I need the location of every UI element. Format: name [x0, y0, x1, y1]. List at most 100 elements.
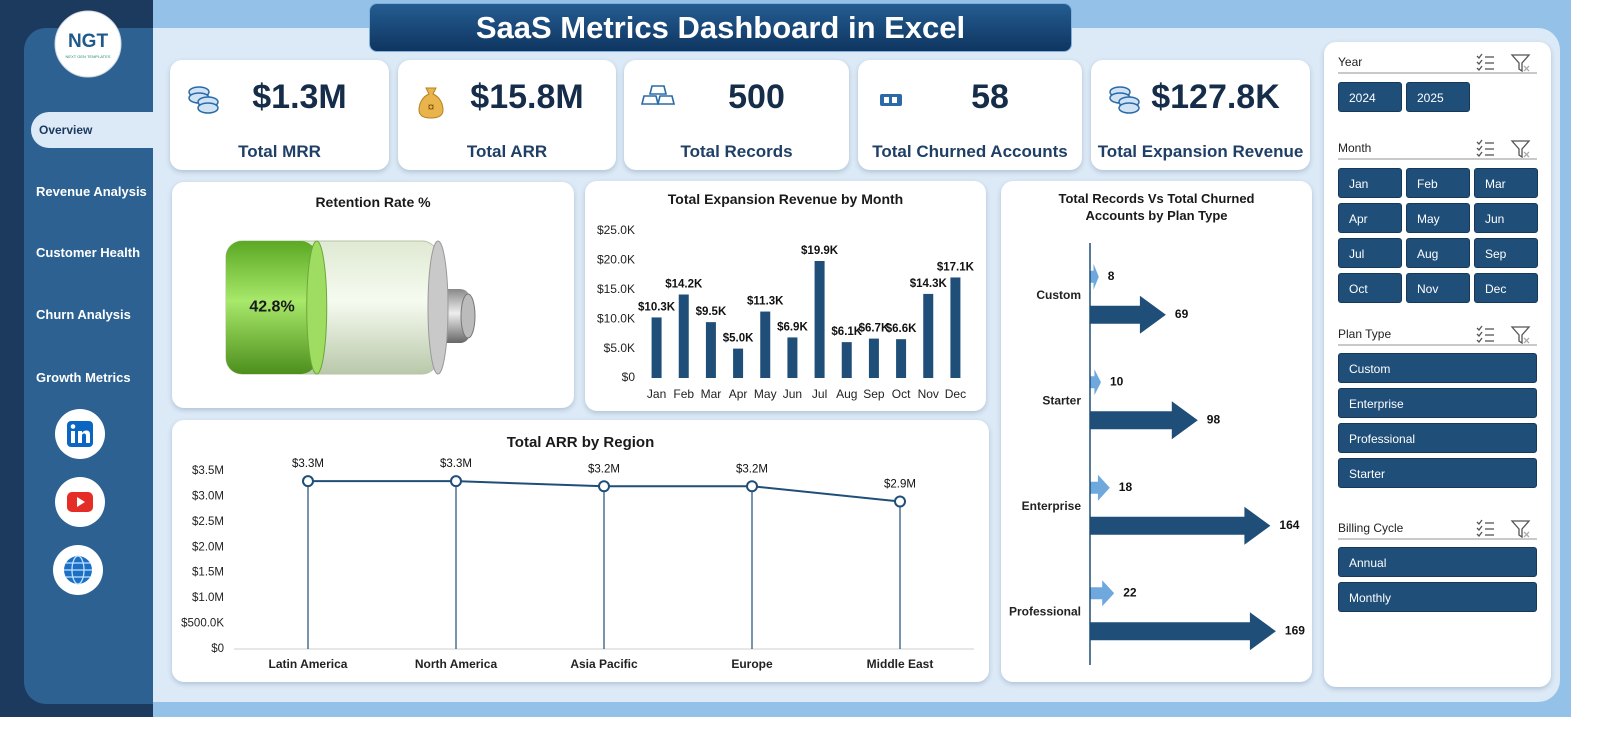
- x-tick-label: Nov: [918, 387, 939, 401]
- nav-item[interactable]: Revenue Analysis: [36, 184, 147, 199]
- slicer-icons: [1474, 518, 1534, 540]
- bar: [950, 277, 961, 378]
- kpi-label: Total Records: [680, 142, 793, 161]
- x-tick-label: Jun: [783, 387, 802, 401]
- x-tick-label: Apr: [729, 387, 748, 401]
- slicer-rule: [1338, 72, 1537, 74]
- svg-text:¤: ¤: [428, 100, 435, 114]
- data-label: $11.3K: [747, 296, 784, 308]
- kpi-label: Total MRR: [238, 142, 321, 161]
- x-tick-label: Jul: [812, 387, 827, 401]
- arrow-bar: [1090, 474, 1110, 501]
- kpi-value: $1.3M: [252, 78, 347, 116]
- point: [450, 475, 462, 488]
- nav-item[interactable]: Customer Health: [36, 245, 141, 260]
- data-label: $9.5K: [696, 306, 727, 318]
- youtube-icon[interactable]: [54, 476, 106, 528]
- kpi-icon: ¤: [418, 87, 444, 119]
- bar-chart: $0 $5.0K $10.0K $15.0K $20.0K $25.0K $10.3K Jan…: [597, 223, 975, 401]
- arrow-bar: [1090, 295, 1166, 334]
- data-label: $17.1K: [937, 261, 975, 273]
- x-tick-label: Middle East: [867, 657, 934, 671]
- point: [302, 475, 314, 488]
- nav-item[interactable]: Overview: [31, 112, 153, 148]
- data-label: $6.9K: [777, 321, 808, 333]
- kpi-value: 58: [971, 78, 1009, 116]
- slicer-button[interactable]: Monthly: [1338, 582, 1537, 612]
- slicer-button[interactable]: 2025: [1406, 82, 1470, 112]
- web-icon[interactable]: [52, 544, 104, 596]
- kpi-label: Total Expansion Revenue: [1097, 142, 1304, 161]
- data-label: $3.2M: [588, 463, 620, 475]
- slicer-button[interactable]: Sep: [1474, 238, 1538, 268]
- slicer-icons: [1474, 52, 1534, 74]
- x-tick-label: Mar: [701, 387, 722, 401]
- slicer-button[interactable]: Professional: [1338, 423, 1537, 453]
- y-tick-label: Custom: [1036, 288, 1081, 302]
- slicer-button[interactable]: Oct: [1338, 273, 1402, 303]
- kpi-card: $1.3M Total MRR: [170, 60, 389, 170]
- slicer-button[interactable]: Feb: [1406, 168, 1470, 198]
- slicer-title: Month: [1338, 141, 1372, 155]
- slicer-button[interactable]: Apr: [1338, 203, 1402, 233]
- data-label: $3.2M: [736, 463, 768, 475]
- chart-title: Total Records Vs Total Churned Accounts …: [1058, 191, 1255, 223]
- data-label: $5.0K: [723, 333, 754, 345]
- bar: [841, 342, 852, 378]
- slicer-button[interactable]: Jul: [1338, 238, 1402, 268]
- data-label: $19.9K: [801, 245, 839, 257]
- kpi-icon: [640, 85, 676, 105]
- kpi-value: 500: [728, 78, 785, 116]
- logo-subtitle: NEXT GEN TEMPLATES: [66, 54, 111, 59]
- bar: [896, 339, 907, 378]
- kpi-card: ¤ $15.8M Total ARR: [398, 60, 616, 170]
- y-tick-label: $500.0K: [181, 618, 224, 630]
- chart-card: 42.8% Retention Rate %: [172, 182, 574, 408]
- data-label: 42.8%: [249, 299, 294, 316]
- y-tick-label: $2.0M: [192, 541, 224, 553]
- chart-card: $0 $500.0K $1.0M $1.5M $2.0M $2.5M $3.0M $3.5M $…: [172, 420, 989, 682]
- chart-card: Custom 8 69 Starter 10 98 Enterprise 18 164 Profe…: [1001, 181, 1312, 682]
- slicer-button[interactable]: May: [1406, 203, 1470, 233]
- x-tick-label: Latin America: [269, 657, 348, 671]
- slicer-button[interactable]: Dec: [1474, 273, 1538, 303]
- bar: [678, 294, 689, 378]
- y-tick-label: $5.0K: [604, 341, 635, 355]
- y-tick-label: $1.5M: [192, 567, 224, 579]
- slicer-button[interactable]: Custom: [1338, 353, 1537, 383]
- data-label: 22: [1123, 585, 1137, 599]
- arrow-bar: [1090, 263, 1099, 290]
- data-label: 18: [1119, 480, 1133, 494]
- y-tick-label: $10.0K: [597, 311, 635, 325]
- bar: [705, 322, 716, 378]
- data-label: 98: [1207, 412, 1221, 426]
- slicer-button[interactable]: Jan: [1338, 168, 1402, 198]
- data-label: 164: [1279, 518, 1299, 532]
- kpi-label: Total ARR: [466, 142, 548, 161]
- slicer-button[interactable]: Jun: [1474, 203, 1538, 233]
- data-label: $6.6K: [886, 323, 917, 335]
- nav-item[interactable]: Growth Metrics: [36, 370, 131, 385]
- nav-item[interactable]: Churn Analysis: [36, 307, 131, 322]
- arrow-bar: [1090, 580, 1115, 607]
- chart-title: Total Expansion Revenue by Month: [667, 191, 904, 207]
- slicer-button[interactable]: 2024: [1338, 82, 1402, 112]
- slicer-button[interactable]: Starter: [1338, 458, 1537, 488]
- y-tick-label: $1.0M: [192, 592, 224, 604]
- data-label: 10: [1110, 374, 1124, 388]
- data-label: $6.1K: [831, 326, 862, 338]
- data-label: 8: [1108, 269, 1115, 283]
- linkedin-icon[interactable]: [54, 408, 106, 460]
- slicer-button[interactable]: Enterprise: [1338, 388, 1537, 418]
- kpi-icon: [880, 94, 902, 106]
- y-tick-label: $15.0K: [597, 282, 635, 296]
- x-tick-label: Dec: [945, 387, 966, 401]
- y-tick-label: $2.5M: [192, 516, 224, 528]
- slicer-button[interactable]: Annual: [1338, 547, 1537, 577]
- data-label: $10.3K: [638, 301, 676, 313]
- slicer-button[interactable]: Nov: [1406, 273, 1470, 303]
- slicer-button[interactable]: Aug: [1406, 238, 1470, 268]
- slicer-button[interactable]: Mar: [1474, 168, 1538, 198]
- y-tick-label: $25.0K: [597, 223, 635, 237]
